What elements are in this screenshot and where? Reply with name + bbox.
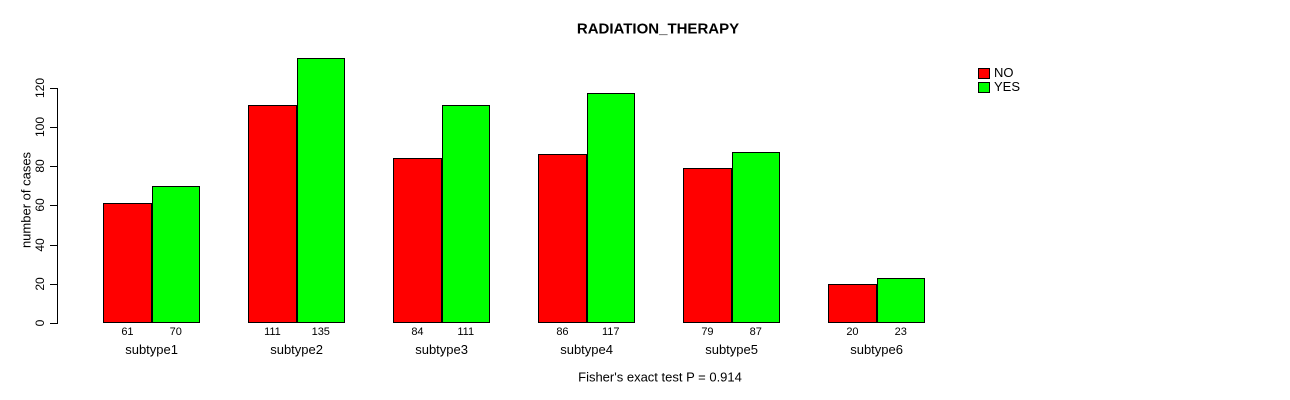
bar-value-label: 84 — [411, 326, 424, 338]
bar-subtype6-yes — [876, 277, 925, 323]
bar-subtype4-no — [538, 154, 587, 323]
bar-subtype3-no — [393, 158, 442, 323]
bar-subtype2-yes — [296, 58, 345, 323]
y-tick-label: 60 — [33, 198, 47, 212]
bar-value-label: 87 — [749, 326, 762, 338]
legend-swatch-yes — [978, 81, 990, 93]
bar-value-label: 111 — [457, 326, 475, 338]
bar-value-label: 23 — [894, 326, 907, 338]
category-label-subtype5: subtype5 — [705, 342, 758, 357]
chart-title: RADIATION_THERAPY — [576, 20, 740, 38]
y-tick — [50, 323, 57, 324]
y-axis-label: number of cases — [18, 151, 34, 249]
bar-subtype4-yes — [586, 93, 635, 323]
bar-subtype3-yes — [441, 105, 490, 323]
bar-subtype2-no — [248, 105, 297, 323]
bar-value-label: 61 — [121, 326, 134, 338]
category-label-subtype1: subtype1 — [125, 342, 178, 357]
category-label-subtype4: subtype4 — [560, 342, 613, 357]
y-tick-label: 40 — [33, 237, 47, 252]
bar-value-label: 79 — [701, 326, 714, 338]
bar-subtype5-no — [683, 168, 732, 323]
y-tick-label: 100 — [33, 116, 47, 137]
y-tick — [50, 166, 57, 168]
legend-label: NO — [994, 65, 1014, 80]
bar-value-label: 135 — [311, 326, 330, 338]
y-tick-label: 120 — [33, 77, 47, 98]
bar-subtype6-no — [828, 283, 877, 323]
annotation-caption: Fisher's exact test P = 0.914 — [578, 369, 742, 385]
bar-value-label: 117 — [601, 326, 620, 338]
y-tick-label: 0 — [33, 319, 47, 327]
legend-item-yes: YES — [978, 80, 1020, 94]
bar-value-label: 70 — [169, 326, 182, 338]
legend-item-no: NO — [978, 66, 1020, 80]
bar-value-label: 111 — [264, 326, 281, 338]
category-label-subtype2: subtype2 — [270, 342, 323, 357]
bar-subtype5-yes — [731, 152, 780, 323]
bar-subtype1-no — [103, 203, 152, 323]
y-tick — [50, 126, 57, 128]
y-axis-line — [57, 87, 58, 324]
category-label-subtype3: subtype3 — [415, 342, 468, 357]
y-tick — [50, 244, 57, 246]
legend-swatch-no — [978, 67, 990, 79]
category-label-subtype6: subtype6 — [850, 342, 903, 357]
y-tick-label: 80 — [33, 159, 47, 173]
y-tick — [50, 87, 57, 89]
y-tick — [50, 283, 57, 285]
y-tick-label: 20 — [33, 277, 47, 291]
bar-subtype1-yes — [151, 185, 200, 323]
bar-value-label: 20 — [846, 326, 859, 338]
legend-label: YES — [994, 79, 1021, 94]
y-tick — [50, 205, 57, 207]
legend: NO YES — [978, 66, 1020, 94]
bar-value-label: 86 — [556, 326, 569, 338]
